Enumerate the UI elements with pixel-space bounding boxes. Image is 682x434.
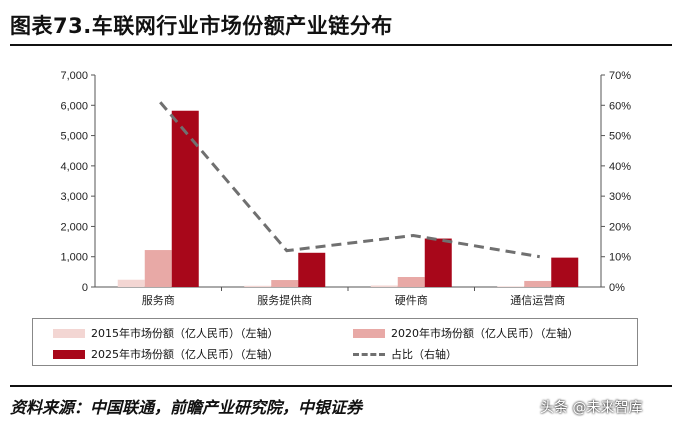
bar-2015 — [497, 286, 525, 287]
bar-2020 — [271, 280, 299, 287]
left-tick-label: 2,000 — [60, 221, 88, 233]
category-label: 服务提供商 — [257, 293, 312, 307]
bar-2025 — [171, 110, 199, 287]
bar-2025 — [551, 257, 579, 287]
left-tick-label: 0 — [82, 282, 88, 294]
left-tick-label: 1,000 — [60, 252, 88, 264]
legend: 2015年市场份额（亿人民币）（左轴） 2020年市场份额（亿人民币）（左轴） … — [32, 318, 638, 366]
source-note: 资料来源：中国联通，前瞻产业研究院，中银证券 — [10, 398, 363, 417]
right-tick-label: 20% — [609, 221, 631, 233]
bar-2020 — [397, 277, 425, 287]
left-tick-label: 3,000 — [60, 191, 88, 203]
legend-item-2015: 2015年市场份额（亿人民币）（左轴） — [53, 325, 279, 341]
left-tick-label: 4,000 — [60, 161, 88, 173]
left-tick-label: 6,000 — [60, 100, 88, 112]
bar-2025 — [424, 238, 452, 287]
category-label: 服务商 — [142, 293, 175, 307]
legend-label-2015: 2015年市场份额（亿人民币）（左轴） — [91, 327, 279, 340]
left-tick-label: 5,000 — [60, 131, 88, 143]
legend-item-2020: 2020年市场份额（亿人民币）（左轴） — [353, 325, 579, 341]
legend-swatch-2020 — [353, 328, 385, 338]
legend-item-share: 占比（右轴） — [353, 346, 457, 362]
bar-2020 — [524, 280, 552, 287]
right-tick-label: 10% — [609, 252, 631, 264]
bar-2015 — [370, 285, 398, 287]
legend-label-share: 占比（右轴） — [391, 348, 457, 361]
legend-item-2025: 2025年市场份额（亿人民币）（左轴） — [53, 346, 279, 362]
legend-swatch-2025 — [53, 349, 85, 359]
legend-swatch-2015 — [53, 328, 85, 338]
left-tick-label: 7,000 — [60, 70, 88, 82]
share-line — [159, 101, 540, 259]
legend-label-2020: 2020年市场份额（亿人民币）（左轴） — [391, 327, 579, 340]
right-tick-label: 50% — [609, 131, 631, 143]
source-rule — [10, 385, 672, 387]
legend-swatch-share — [353, 352, 385, 356]
chart-area: 0 1,000 2,000 3,000 4,000 5,000 6,000 7,000 0% 10… — [60, 70, 631, 307]
right-tick-label: 40% — [609, 161, 631, 173]
bar-2015 — [244, 285, 272, 287]
bar-2015 — [117, 279, 145, 287]
right-tick-label: 30% — [609, 191, 631, 203]
category-label: 硬件商 — [395, 293, 428, 307]
chart-title: 图表73.车联网行业市场份额产业链分布 — [10, 14, 393, 38]
right-tick-label: 70% — [609, 70, 631, 82]
bar-2025 — [298, 252, 326, 287]
right-tick-label: 60% — [609, 100, 631, 112]
title-rule — [10, 44, 672, 46]
bar-2020 — [144, 250, 172, 287]
legend-label-2025: 2025年市场份额（亿人民币）（左轴） — [91, 348, 279, 361]
category-label: 通信运营商 — [510, 293, 565, 307]
right-tick-label: 0% — [609, 282, 625, 294]
watermark: 头条 @未来智库 — [540, 400, 643, 416]
